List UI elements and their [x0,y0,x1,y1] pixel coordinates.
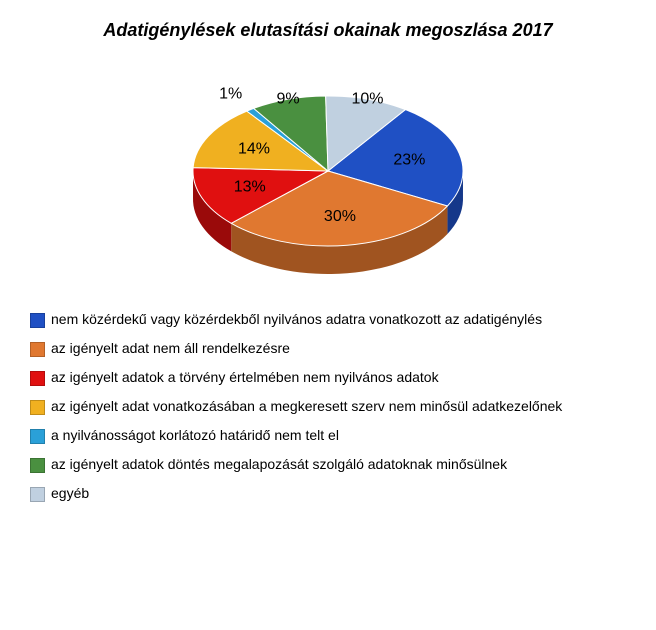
legend-label: egyéb [51,485,89,502]
legend-swatch [30,429,45,444]
legend-swatch [30,487,45,502]
pie-data-label: 30% [324,208,356,225]
pie-data-label: 9% [277,91,300,108]
legend-item: az igényelt adatok a törvény értelmében … [30,369,626,386]
chart-title: Adatigénylések elutasítási okainak megos… [0,0,656,51]
legend-swatch [30,371,45,386]
pie-data-label: 13% [234,179,266,196]
chart-container: Adatigénylések elutasítási okainak megos… [0,0,656,630]
legend-item: az igényelt adat nem áll rendelkezésre [30,340,626,357]
legend-label: nem közérdekű vagy közérdekből nyilvános… [51,311,542,328]
legend-label: az igényelt adat nem áll rendelkezésre [51,340,290,357]
legend-item: az igényelt adatok döntés megalapozását … [30,456,626,473]
pie-data-label: 10% [351,90,383,107]
pie-data-label: 1% [219,86,242,103]
legend-label: az igényelt adat vonatkozásában a megker… [51,398,562,415]
legend-swatch [30,458,45,473]
legend-label: a nyilvánosságot korlátozó határidő nem … [51,427,339,444]
legend-label: az igényelt adatok döntés megalapozását … [51,456,507,473]
pie-data-label: 23% [393,151,425,168]
legend-item: nem közérdekű vagy közérdekből nyilvános… [30,311,626,328]
legend: nem közérdekű vagy közérdekből nyilvános… [0,301,656,502]
pie-data-label: 14% [238,141,270,158]
legend-swatch [30,400,45,415]
legend-item: az igényelt adat vonatkozásában a megker… [30,398,626,415]
legend-swatch [30,342,45,357]
legend-item: egyéb [30,485,626,502]
legend-label: az igényelt adatok a törvény értelmében … [51,369,439,386]
legend-swatch [30,313,45,328]
pie-chart: 23% 30% 13% 14% 1% 9% 10% [0,51,656,301]
legend-item: a nyilvánosságot korlátozó határidő nem … [30,427,626,444]
